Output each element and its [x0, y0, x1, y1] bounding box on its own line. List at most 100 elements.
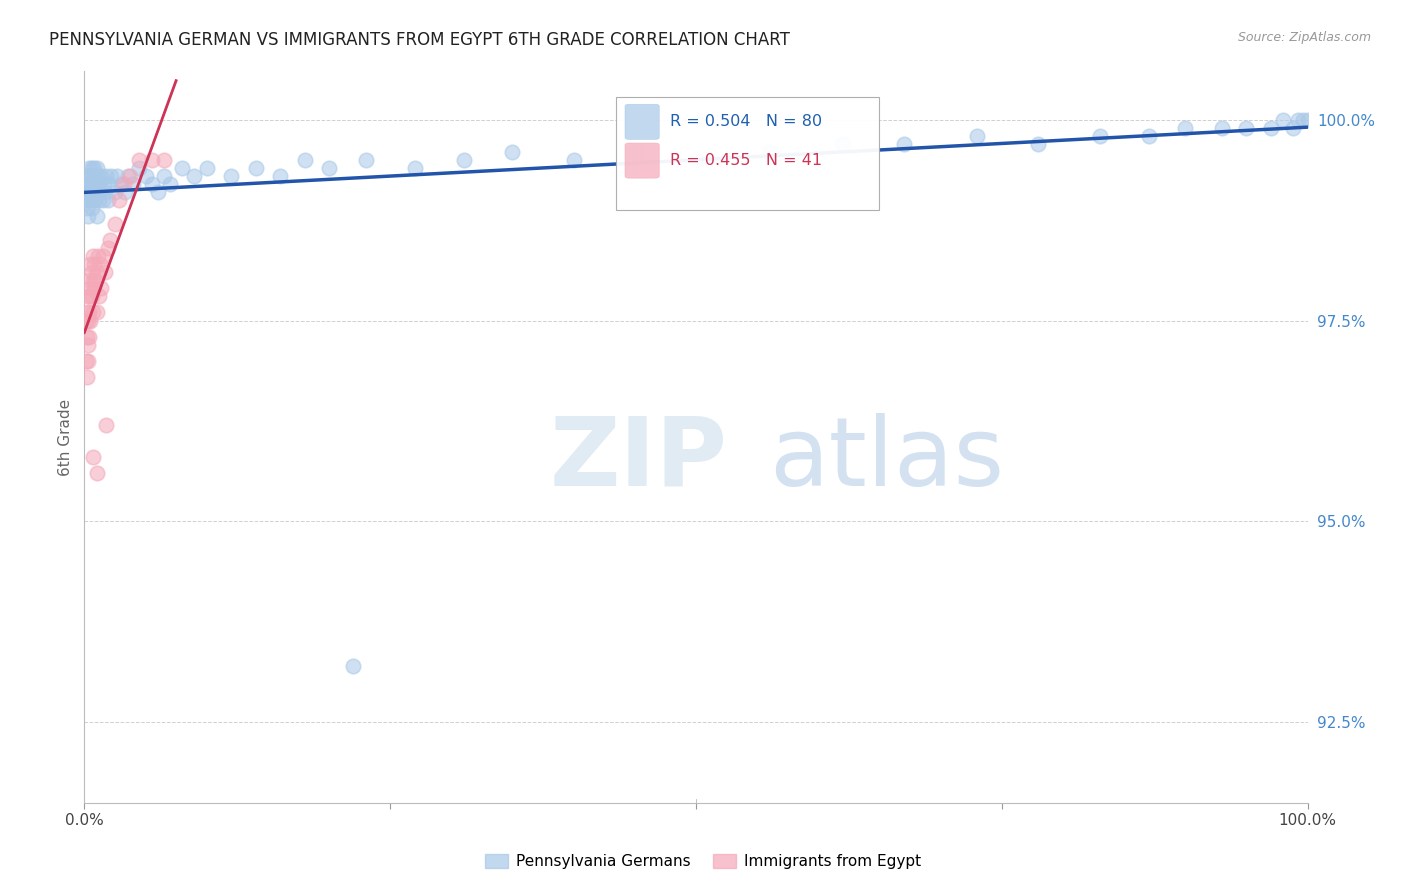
Point: [100, 169, 122, 183]
Point: [96, 417, 118, 432]
Point: [87, 169, 110, 183]
Point: [86, 209, 108, 223]
Point: [831, 136, 853, 151]
Point: [562, 153, 585, 167]
Point: [183, 169, 205, 183]
Point: [122, 177, 145, 191]
Point: [77, 329, 100, 343]
Point: [84, 169, 107, 183]
Point: [87, 193, 110, 207]
Point: [1174, 120, 1197, 135]
Point: [77, 353, 100, 368]
Point: [82, 450, 104, 465]
Point: [1028, 136, 1050, 151]
Point: [128, 161, 150, 175]
Point: [107, 193, 129, 207]
Point: [1236, 120, 1258, 135]
Point: [77, 209, 100, 223]
Point: [80, 161, 103, 175]
Point: [159, 177, 181, 191]
Point: [110, 177, 132, 191]
Point: [114, 185, 136, 199]
Point: [502, 145, 524, 159]
Text: R = 0.455   N = 41: R = 0.455 N = 41: [671, 153, 823, 168]
Point: [118, 169, 141, 183]
Point: [77, 289, 100, 303]
Point: [86, 177, 108, 191]
Point: [318, 161, 340, 175]
Point: [1211, 120, 1233, 135]
Point: [82, 273, 104, 287]
Point: [91, 193, 114, 207]
Point: [104, 217, 127, 231]
Point: [342, 659, 364, 673]
Point: [94, 185, 117, 199]
Point: [77, 177, 100, 191]
Point: [83, 257, 105, 271]
Point: [77, 185, 100, 199]
Point: [91, 249, 114, 263]
Point: [79, 257, 101, 271]
Point: [82, 249, 104, 263]
Point: [966, 128, 988, 143]
Point: [84, 193, 107, 207]
Point: [76, 201, 98, 215]
Point: [245, 161, 267, 175]
Point: [76, 305, 98, 319]
Point: [153, 153, 176, 167]
Point: [1296, 112, 1319, 127]
Point: [80, 289, 103, 303]
Point: [77, 313, 100, 327]
Point: [77, 273, 100, 287]
Point: [97, 193, 120, 207]
Point: [195, 161, 218, 175]
Point: [84, 273, 107, 287]
Text: PENNSYLVANIA GERMAN VS IMMIGRANTS FROM EGYPT 6TH GRADE CORRELATION CHART: PENNSYLVANIA GERMAN VS IMMIGRANTS FROM E…: [49, 31, 790, 49]
Point: [624, 145, 647, 159]
Point: [83, 281, 105, 295]
Point: [76, 369, 98, 384]
Point: [83, 161, 105, 175]
Point: [97, 177, 120, 191]
Point: [97, 241, 120, 255]
Point: [87, 185, 110, 199]
Point: [1272, 112, 1295, 127]
Point: [79, 193, 101, 207]
Point: [758, 145, 780, 159]
Point: [80, 201, 103, 215]
Point: [1137, 128, 1160, 143]
Point: [128, 153, 150, 167]
Point: [153, 169, 176, 183]
Point: [82, 169, 104, 183]
Point: [1260, 120, 1282, 135]
FancyBboxPatch shape: [616, 97, 880, 211]
Point: [82, 305, 104, 319]
Point: [172, 161, 194, 175]
Point: [76, 329, 98, 343]
Point: [893, 136, 915, 151]
Point: [141, 177, 163, 191]
FancyBboxPatch shape: [626, 104, 659, 139]
Point: [80, 185, 103, 199]
Point: [77, 161, 100, 175]
Point: [87, 249, 110, 263]
Point: [76, 169, 98, 183]
Point: [98, 233, 121, 247]
Point: [117, 169, 139, 183]
Point: [105, 169, 128, 183]
Point: [77, 193, 100, 207]
Point: [94, 265, 117, 279]
Point: [82, 193, 104, 207]
Text: Source: ZipAtlas.com: Source: ZipAtlas.com: [1237, 31, 1371, 45]
Point: [90, 169, 112, 183]
FancyBboxPatch shape: [626, 143, 659, 178]
Point: [79, 177, 101, 191]
Point: [354, 153, 377, 167]
Point: [79, 169, 101, 183]
Legend: Pennsylvania Germans, Immigrants from Egypt: Pennsylvania Germans, Immigrants from Eg…: [479, 848, 927, 875]
Point: [77, 337, 100, 351]
Text: R = 0.504   N = 80: R = 0.504 N = 80: [671, 114, 823, 129]
Point: [80, 265, 103, 279]
Text: ZIP: ZIP: [550, 412, 727, 506]
Point: [104, 185, 127, 199]
